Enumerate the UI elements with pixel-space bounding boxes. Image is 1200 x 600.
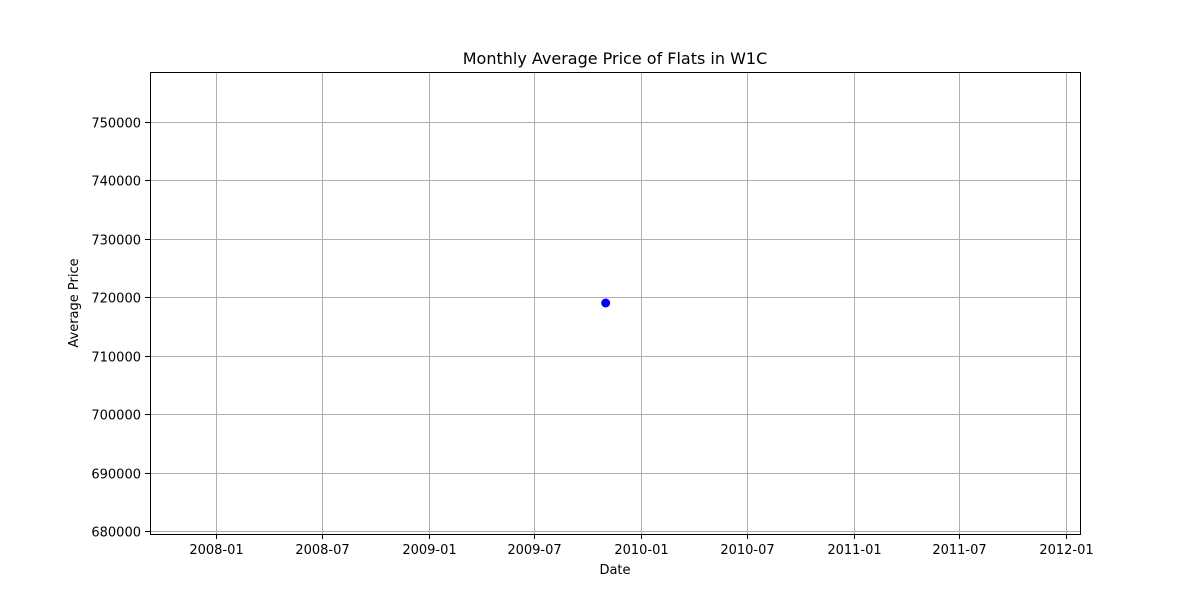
x-tick-label: 2009-01 — [402, 543, 456, 558]
x-tick-label: 2008-01 — [189, 543, 243, 558]
y-tick-label: 690000 — [91, 468, 141, 483]
grid-lines — [150, 72, 1080, 534]
y-tick-label: 700000 — [91, 409, 141, 424]
y-axis-label: Average Price — [67, 258, 82, 347]
data-point — [601, 298, 611, 308]
axis-ticks: 2008-01 2008-07 2009-01 2009-07 2010-01 2010-… — [91, 117, 1093, 559]
y-tick-label: 710000 — [91, 351, 141, 366]
x-tick-label: 2011-01 — [827, 543, 881, 558]
x-axis-label: Date — [599, 563, 630, 578]
y-tick-label: 720000 — [91, 292, 141, 307]
x-tick-label: 2011-07 — [932, 543, 986, 558]
x-tick-label: 2010-07 — [720, 543, 774, 558]
x-tick-label: 2008-07 — [295, 543, 349, 558]
chart-title: Monthly Average Price of Flats in W1C — [463, 49, 768, 68]
y-tick-label: 680000 — [91, 526, 141, 541]
x-tick-label: 2010-01 — [614, 543, 668, 558]
x-tick-label: 2009-07 — [507, 543, 561, 558]
x-tick-label: 2012-01 — [1039, 543, 1093, 558]
y-tick-label: 730000 — [91, 234, 141, 249]
y-tick-label: 750000 — [91, 117, 141, 132]
plot-area — [150, 72, 1081, 535]
y-tick-label: 740000 — [91, 175, 141, 190]
data-points — [601, 298, 611, 308]
